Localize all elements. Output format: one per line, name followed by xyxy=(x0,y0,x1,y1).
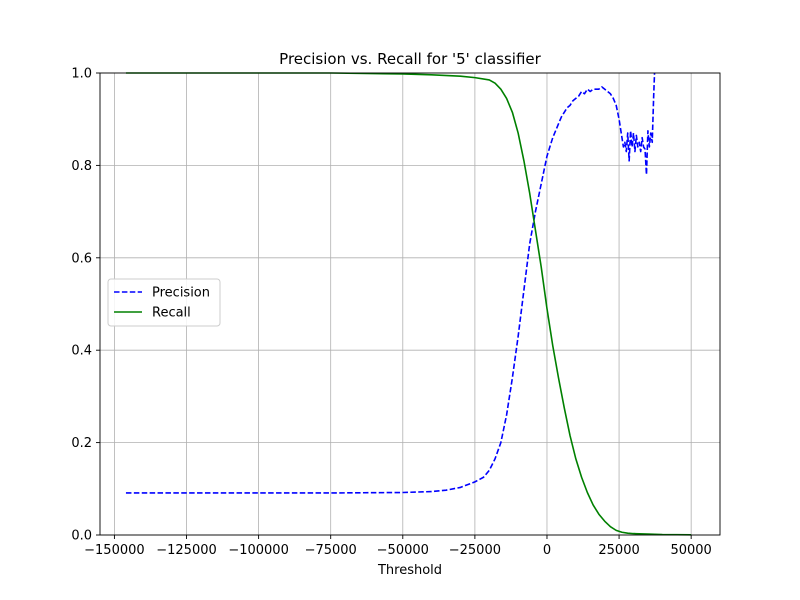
x-tick-label: 50000 xyxy=(670,543,711,558)
y-tick-label: 0.8 xyxy=(71,159,92,174)
y-tick-label: 1.0 xyxy=(71,67,92,82)
chart-title: Precision vs. Recall for '5' classifier xyxy=(279,50,541,68)
y-tick-label: 0.4 xyxy=(71,344,92,359)
x-tick-label: −50000 xyxy=(377,543,429,558)
data-series xyxy=(125,72,692,536)
x-tick-label: 25000 xyxy=(598,543,639,558)
legend: Precision Recall xyxy=(107,278,221,327)
legend-label-recall: Recall xyxy=(152,306,191,321)
x-tick-label: −125000 xyxy=(156,543,217,558)
legend-box xyxy=(107,278,221,327)
grid-lines xyxy=(100,72,720,536)
x-tick-label: −75000 xyxy=(305,543,357,558)
axes: −150000 −125000 −100000 −75000 −50000 −25000 0… xyxy=(71,67,721,558)
x-axis-label: Threshold xyxy=(377,563,442,578)
x-tick-label: 0 xyxy=(543,543,551,558)
x-tick-label: −25000 xyxy=(449,543,501,558)
legend-label-precision: Precision xyxy=(152,286,210,301)
y-tick-label: 0.0 xyxy=(71,529,92,544)
y-tick-label: 0.2 xyxy=(71,436,92,451)
plot-frame xyxy=(99,72,721,536)
y-tick-label: 0.6 xyxy=(71,251,92,266)
series-line-recall xyxy=(125,72,692,536)
x-tick-label: −100000 xyxy=(228,543,289,558)
series-line-precision xyxy=(125,72,656,494)
x-tick-label: −150000 xyxy=(84,543,145,558)
